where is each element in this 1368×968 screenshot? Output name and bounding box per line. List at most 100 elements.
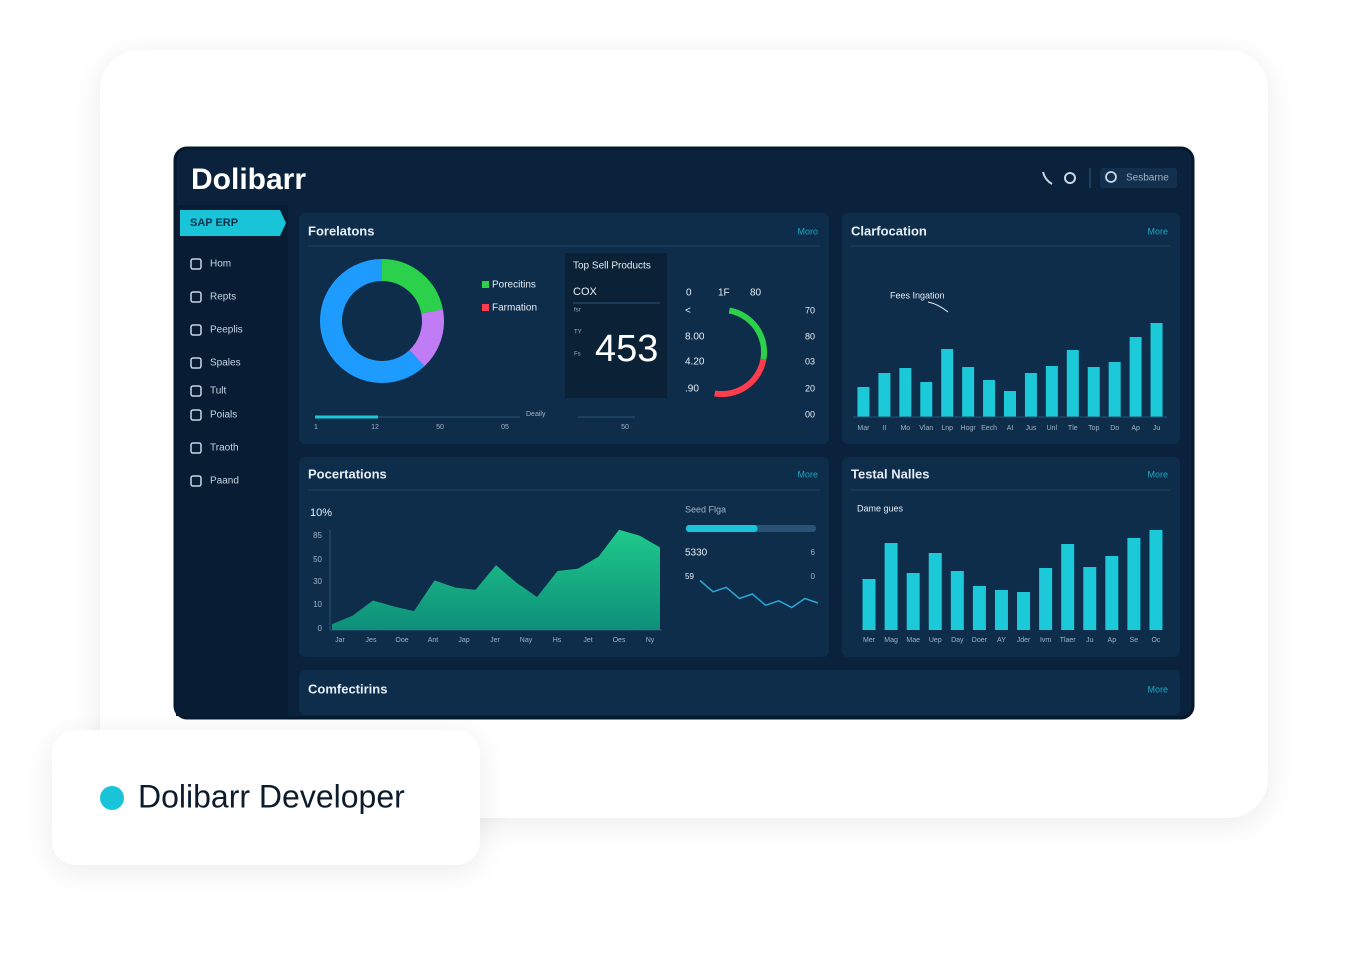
nav-icon	[190, 357, 202, 369]
gauge-arc	[714, 358, 767, 397]
x-label: Jap	[458, 637, 469, 644]
x-label: Lnp	[941, 425, 953, 432]
nav-item[interactable]: Repts	[210, 292, 236, 303]
panel	[299, 213, 829, 444]
sidebar	[176, 205, 288, 716]
gauge-label: 4.20	[685, 357, 705, 368]
x-label: Vlan	[919, 425, 933, 432]
gauge-label: <	[685, 306, 691, 317]
side-number: 0	[811, 572, 816, 581]
gauge-label: 1F	[718, 288, 730, 299]
nav-item[interactable]: Tult	[210, 386, 227, 397]
bar	[1061, 544, 1075, 630]
axis-label: 12	[371, 424, 379, 431]
x-label: Ju	[1086, 637, 1094, 644]
nav-item[interactable]: Hom	[210, 259, 231, 270]
y-label: 50	[313, 555, 322, 564]
bar	[906, 573, 920, 630]
unit-label: 10%	[310, 507, 332, 519]
panel-title: Forelatons	[308, 223, 374, 238]
sub-title: Top Sell Products	[573, 261, 651, 272]
axis-label: 50	[621, 424, 629, 431]
panel-link[interactable]: Moro	[797, 226, 818, 236]
x-label: Jder	[1017, 637, 1031, 644]
sub-label: Fs	[574, 352, 581, 358]
status-icon[interactable]	[1064, 172, 1076, 184]
gauge-label: 00	[805, 409, 815, 419]
legend-label: Porecitins	[492, 280, 536, 291]
panel-link[interactable]: More	[1147, 684, 1168, 694]
nav-icon	[190, 324, 202, 336]
annotation: Fees Ingation	[890, 290, 945, 300]
x-label: Top	[1088, 425, 1099, 432]
axis-label: 05	[501, 424, 509, 431]
bar	[862, 579, 876, 630]
x-label: AY	[997, 637, 1006, 644]
x-label: Tle	[1068, 425, 1078, 432]
sub-label: fsr	[574, 308, 581, 314]
x-label: AI	[1007, 425, 1014, 432]
legend-swatch	[482, 304, 489, 311]
bar	[857, 387, 870, 417]
gauge-label: 03	[805, 356, 815, 366]
phone-icon[interactable]	[1042, 171, 1053, 185]
bar	[1087, 367, 1100, 417]
donut-segment	[320, 259, 425, 383]
panel-link[interactable]: More	[1147, 469, 1168, 479]
panel-link[interactable]: More	[1147, 226, 1168, 236]
nav-item[interactable]: Traoth	[210, 443, 239, 454]
nav-item[interactable]: Poials	[210, 410, 237, 421]
annotation-line	[927, 301, 949, 313]
gauge-label: 8.00	[685, 332, 705, 343]
bar	[920, 382, 933, 417]
gauge-arc	[728, 307, 767, 360]
nav-icon	[190, 442, 202, 454]
x-label: Nay	[520, 637, 533, 644]
x-label: Mar	[857, 425, 870, 432]
x-label: Ju	[1153, 425, 1161, 432]
y-label: 0	[318, 624, 323, 633]
side-number: 5330	[685, 548, 708, 559]
x-label: Jus	[1025, 425, 1036, 432]
x-label: Ny	[646, 637, 655, 644]
x-label: Jes	[366, 637, 377, 644]
x-label: Ant	[428, 637, 439, 644]
x-label: Unl	[1047, 425, 1058, 432]
search-box[interactable]	[1100, 168, 1177, 188]
bar	[983, 380, 996, 417]
x-label: Oes	[613, 637, 626, 644]
gauge-label: 70	[805, 305, 815, 315]
x-label: Jar	[335, 637, 345, 644]
progress-fill	[686, 525, 758, 532]
badge-dot	[100, 786, 124, 810]
bar	[1017, 592, 1031, 630]
x-label: Do	[1110, 425, 1119, 432]
gauge-label: 0	[686, 288, 692, 299]
legend-swatch	[482, 281, 489, 288]
panel-title: Clarfocation	[851, 223, 927, 238]
nav-icon	[190, 291, 202, 303]
side-number: 6	[811, 548, 816, 557]
x-label: Ap	[1131, 425, 1140, 432]
nav-icon	[190, 385, 202, 397]
x-label: Mag	[884, 637, 898, 644]
bar	[1129, 337, 1142, 417]
nav-item[interactable]: Spales	[210, 358, 241, 369]
bar	[1150, 323, 1163, 417]
sidebar-active[interactable]	[180, 210, 286, 236]
x-label: Se	[1130, 637, 1139, 644]
panel-title: Comfectirins	[308, 681, 387, 696]
panel-link[interactable]: More	[797, 469, 818, 479]
gauge-label: 80	[805, 331, 815, 341]
bar	[972, 586, 986, 630]
nav-item[interactable]: Peeplis	[210, 325, 243, 336]
bar	[1039, 568, 1053, 630]
x-label: Hs	[553, 637, 562, 644]
nav-item[interactable]: Paand	[210, 476, 239, 487]
x-label: Jer	[490, 637, 500, 644]
gauge-label: 80	[750, 288, 762, 299]
sub-label: TY	[574, 330, 582, 336]
bar	[928, 553, 942, 630]
